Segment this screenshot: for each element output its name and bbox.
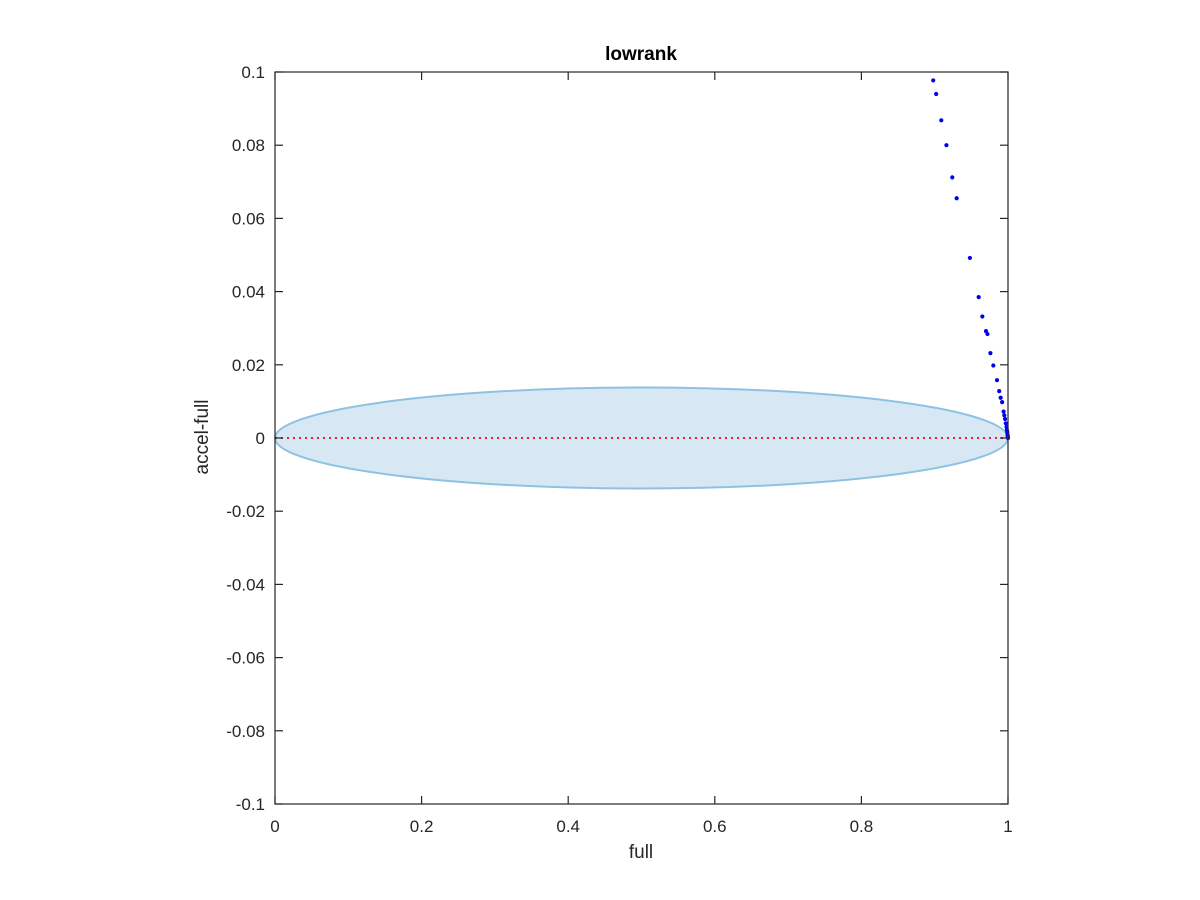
scatter-points-layer <box>931 78 1011 441</box>
y-tick-label: -0.1 <box>236 795 265 814</box>
scatter-point <box>1000 400 1005 405</box>
y-tick-label: 0.06 <box>232 209 265 228</box>
y-tick-label: 0.02 <box>232 356 265 375</box>
x-tick-label: 0.8 <box>850 817 874 836</box>
scatter-point <box>939 118 944 123</box>
y-tick-label: 0.1 <box>241 63 265 82</box>
scatter-point <box>988 350 993 356</box>
y-axis-label: accel-full <box>192 400 213 475</box>
y-tick-label: -0.04 <box>226 575 265 594</box>
x-axis-label: full <box>629 842 653 863</box>
x-tick-label: 0.4 <box>556 817 580 836</box>
scatter-point <box>931 78 936 83</box>
chart-title: lowrank <box>605 44 677 65</box>
x-tick-label: 0 <box>270 817 279 836</box>
y-tick-label: -0.02 <box>226 502 265 521</box>
x-tick-label: 0.6 <box>703 817 727 836</box>
scatter-point <box>980 314 985 319</box>
y-tick-label: 0.04 <box>232 283 265 302</box>
scatter-point <box>998 395 1003 400</box>
y-tick-label: 0.08 <box>232 136 265 155</box>
scatter-point <box>954 196 959 201</box>
scatter-point <box>985 331 990 337</box>
y-tick-label: -0.06 <box>226 649 265 668</box>
scatter-point <box>994 378 1000 383</box>
scatter-point <box>1001 409 1006 414</box>
y-tick-label: -0.08 <box>226 722 265 741</box>
scatter-point <box>967 255 972 261</box>
x-tick-label: 0.2 <box>410 817 434 836</box>
x-tick-label: 1 <box>1003 817 1012 836</box>
scatter-point <box>934 91 939 97</box>
y-tick-label: 0 <box>256 429 265 448</box>
scatter-point <box>1002 416 1008 422</box>
scatter-point <box>976 294 981 300</box>
scatter-point <box>1003 421 1008 426</box>
scatter-point <box>1002 413 1007 418</box>
scatter-point <box>944 143 949 148</box>
ticks-layer: 0 0.2 0.4 0.6 0.8 1 -0.1 -0.08 -0.06 -0.04 -0.02 0 0… <box>226 63 1012 836</box>
scatter-point <box>997 389 1002 394</box>
scatter-point <box>991 363 996 368</box>
scatter-point <box>950 175 955 180</box>
